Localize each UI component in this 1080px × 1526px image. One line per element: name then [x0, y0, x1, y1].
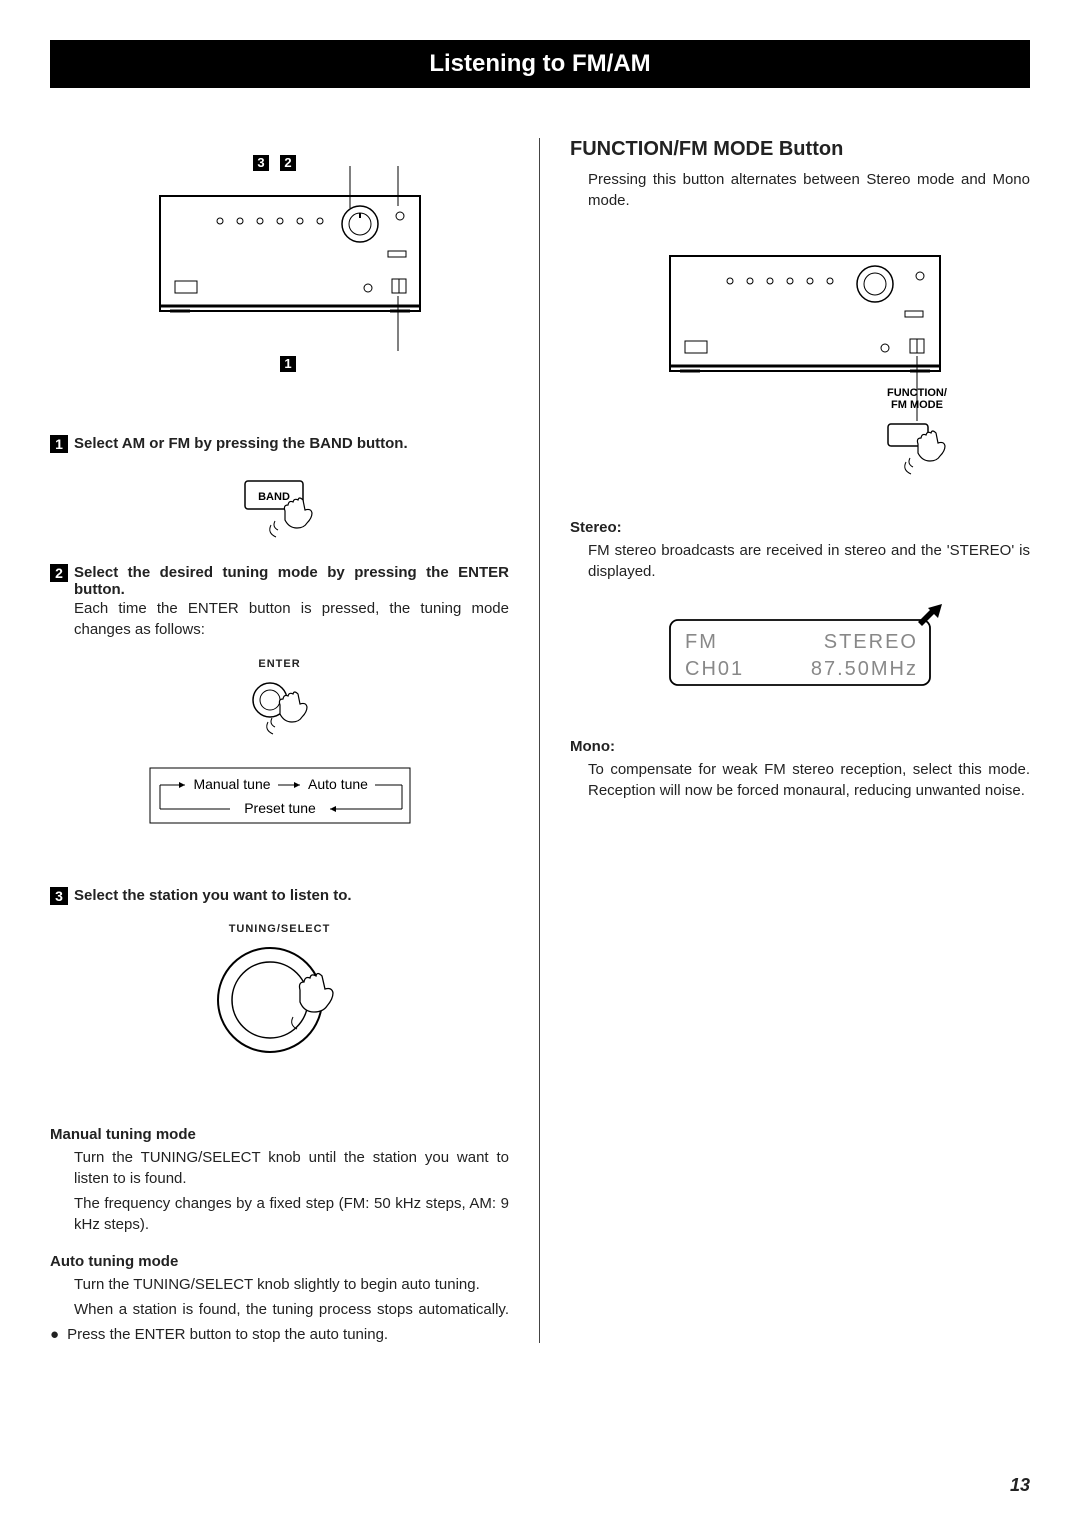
band-button-figure: BAND — [50, 471, 509, 546]
step-3: 3 Select the station you want to listen … — [50, 887, 509, 905]
step-2-number: 2 — [50, 564, 68, 582]
step-1-number: 1 — [50, 435, 68, 453]
step-3-text: Select the station you want to listen to… — [74, 887, 509, 904]
lcd-display-figure: FM STEREO CH01 87.50MHz — [570, 600, 1030, 705]
function-mode-intro: Pressing this button alternates between … — [588, 169, 1030, 211]
auto-bullet-line: ● Press the ENTER button to stop the aut… — [50, 1326, 509, 1343]
svg-text:Manual tune: Manual tune — [193, 776, 270, 792]
step-1-text: Select AM or FM by pressing the BAND but… — [74, 435, 509, 452]
device-diagram-right: FUNCTION/ FM MODE — [570, 236, 1030, 491]
enter-label: ENTER — [50, 658, 509, 670]
svg-text:Preset tune: Preset tune — [244, 800, 316, 816]
svg-text:87.50MHz: 87.50MHz — [811, 658, 918, 680]
mono-heading: Mono: — [570, 738, 1030, 755]
tuning-mode-cycle: Manual tune Auto tune Preset tune — [50, 763, 509, 838]
svg-text:FM MODE: FM MODE — [891, 399, 943, 411]
page-number: 13 — [1010, 1475, 1030, 1496]
svg-text:STEREO: STEREO — [824, 631, 918, 653]
stereo-body: FM stereo broadcasts are received in ste… — [588, 540, 1030, 582]
auto-body-1: Turn the TUNING/SELECT knob slightly to … — [74, 1274, 509, 1295]
step-1: 1 Select AM or FM by pressing the BAND b… — [50, 435, 509, 453]
svg-text:CH01: CH01 — [685, 658, 744, 680]
page-title-bar: Listening to FM/AM — [50, 40, 1030, 88]
callout-3: 3 — [253, 155, 269, 171]
bullet-icon: ● — [50, 1326, 59, 1343]
auto-bullet-text: Press the ENTER button to stop the auto … — [67, 1326, 388, 1343]
tuning-knob-figure: TUNING/SELECT — [50, 923, 509, 1070]
right-column: FUNCTION/FM MODE Button Pressing this bu… — [540, 138, 1030, 1343]
step-2-text: Select the desired tuning mode by pressi… — [74, 564, 509, 598]
callout-1: 1 — [280, 356, 296, 372]
function-mode-heading: FUNCTION/FM MODE Button — [570, 138, 1030, 161]
left-column: 3 2 1 1 Select AM or FM by pressing the … — [50, 138, 540, 1343]
callout-2: 2 — [280, 155, 296, 171]
auto-body-2: When a station is found, the tuning proc… — [74, 1299, 509, 1320]
device-diagram-top: 3 2 1 — [50, 156, 509, 371]
stereo-heading: Stereo: — [570, 519, 1030, 536]
enter-button-figure: ENTER — [50, 658, 509, 745]
two-column-layout: 3 2 1 1 Select AM or FM by pressing the … — [50, 138, 1030, 1343]
mono-body: To compensate for weak FM stereo recepti… — [588, 759, 1030, 801]
manual-tuning-head: Manual tuning mode — [50, 1126, 509, 1143]
svg-text:FM: FM — [685, 631, 718, 653]
step-2-body: Each time the ENTER button is pressed, t… — [74, 598, 509, 640]
page-title: Listening to FM/AM — [429, 50, 650, 77]
tuning-select-label: TUNING/SELECT — [50, 923, 509, 935]
manual-body-2: The frequency changes by a fixed step (F… — [74, 1193, 509, 1235]
band-label: BAND — [258, 491, 290, 503]
svg-text:Auto tune: Auto tune — [308, 776, 368, 792]
step-3-number: 3 — [50, 887, 68, 905]
auto-tuning-head: Auto tuning mode — [50, 1253, 509, 1270]
svg-text:FUNCTION/: FUNCTION/ — [887, 387, 947, 399]
step-2: 2 Select the desired tuning mode by pres… — [50, 564, 509, 598]
manual-body-1: Turn the TUNING/SELECT knob until the st… — [74, 1147, 509, 1189]
